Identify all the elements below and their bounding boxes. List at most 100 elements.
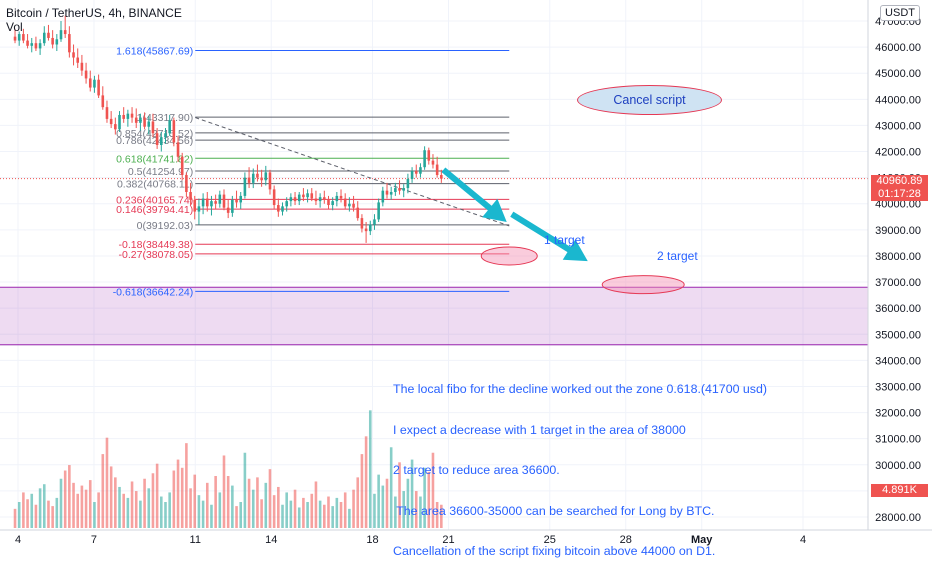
target-arrow[interactable] [510, 211, 588, 262]
candle-body [76, 57, 80, 63]
candle-body [63, 30, 67, 35]
grid [0, 0, 868, 530]
volume-bar [134, 491, 138, 528]
price-tick-label: 42000.00 [875, 147, 921, 159]
candle-body [335, 195, 339, 202]
dashed-trendline[interactable] [195, 117, 510, 227]
volume-badge: 4.891K [871, 484, 928, 497]
candle-body [247, 177, 251, 183]
fib-level-label: -0.27(38078.05) [119, 249, 194, 261]
candle-body [310, 193, 314, 199]
long-zone [0, 286, 868, 346]
volume-bar [440, 504, 443, 528]
volume-bar [13, 508, 17, 528]
price-tick-label: 30000.00 [875, 460, 921, 472]
volume-bar [147, 488, 151, 528]
candles [13, 15, 443, 243]
volume-bar [168, 492, 171, 528]
candle-body [201, 198, 205, 207]
volume-bar [297, 507, 301, 528]
price-tick-label: 32000.00 [875, 408, 921, 420]
time-tick-label: 4 [15, 534, 21, 546]
candle-body [72, 52, 75, 58]
candle-body [323, 197, 326, 200]
volume-bar [268, 469, 272, 528]
candle-body [93, 79, 96, 88]
volume-bar [277, 486, 280, 528]
candle-body [423, 150, 426, 168]
price-tick-label: 31000.00 [875, 434, 921, 446]
volume-bar [210, 504, 213, 528]
volume-bar [293, 489, 297, 528]
volume-bar [235, 506, 238, 528]
candle-body [105, 107, 109, 119]
fib-level-label: 0.382(40768.11) [117, 179, 193, 191]
candle-body [34, 43, 38, 49]
candle-body [268, 172, 272, 190]
candle-body [410, 171, 414, 179]
candle-body [193, 199, 197, 212]
time-tick-label: 21 [442, 534, 454, 546]
candle-body [189, 191, 192, 200]
candle-body [101, 95, 105, 108]
volume-bar [247, 478, 251, 528]
candle-body [377, 202, 380, 220]
target-ellipse[interactable] [601, 275, 685, 295]
fib-level-label: 0.236(40165.74) [116, 194, 193, 206]
volume-bar [348, 508, 351, 528]
target-arrow[interactable] [441, 167, 507, 223]
candle-body [47, 32, 50, 38]
volume-bar [314, 481, 318, 528]
volume-bar [185, 443, 188, 528]
volume-bar [143, 478, 146, 528]
time-tick-label: May [691, 534, 713, 546]
candle-body [297, 194, 301, 202]
chart-background [0, 0, 932, 550]
price-tick-label: 38000.00 [875, 251, 921, 263]
volume-bar [251, 489, 255, 528]
fib-level-label: 1(43317.90) [137, 112, 194, 124]
trendline[interactable] [0, 117, 868, 227]
volume-bar [381, 485, 385, 528]
candle-body [239, 195, 243, 203]
volume-bar [68, 465, 71, 528]
candle-body [277, 205, 280, 212]
price-axis-bg [868, 0, 932, 550]
volume-bar [394, 496, 397, 528]
time-tick-label: 28 [620, 534, 632, 546]
candle-body [360, 218, 364, 229]
volume-bar [398, 462, 401, 528]
volume-bar [368, 410, 372, 528]
chart-canvas[interactable]: 1.618(45867.69)1(43317.90)0.854(42715.52… [0, 0, 932, 550]
volume-bar [130, 481, 134, 528]
fib-level-label: 0(39192.03) [137, 220, 194, 232]
volume-bar [105, 437, 109, 528]
target-marks[interactable] [441, 167, 685, 295]
candle-body [285, 201, 288, 207]
last-price-value: 40960.89 [876, 175, 923, 187]
volume-bar [410, 459, 414, 528]
price-tick-label: 40000.00 [875, 199, 921, 211]
volume-bar [373, 493, 376, 528]
cancel-script-ellipse[interactable]: Cancel script [577, 85, 722, 115]
volume-bar [172, 470, 176, 528]
candle-body [373, 219, 376, 225]
candle-body [243, 177, 247, 196]
volume-bars [13, 410, 443, 528]
fib-retracement[interactable]: 1.618(45867.69)1(43317.90)0.854(42715.52… [113, 46, 510, 299]
price-tick-label: 33000.00 [875, 381, 921, 393]
candle-body [327, 199, 330, 206]
volume-bar [155, 463, 159, 528]
candle-body [368, 224, 372, 232]
price-tick-label: 46000.00 [875, 42, 921, 54]
volume-bar [126, 497, 130, 528]
volume-bar [72, 482, 75, 528]
target-ellipse[interactable] [480, 246, 538, 266]
candle-body [151, 121, 155, 134]
volume-bar [189, 488, 192, 528]
candle-body [118, 114, 121, 130]
volume-bar [414, 491, 418, 528]
volume-bar [76, 493, 80, 528]
volume-bar [59, 478, 63, 528]
currency-button[interactable]: USDT [880, 5, 920, 21]
